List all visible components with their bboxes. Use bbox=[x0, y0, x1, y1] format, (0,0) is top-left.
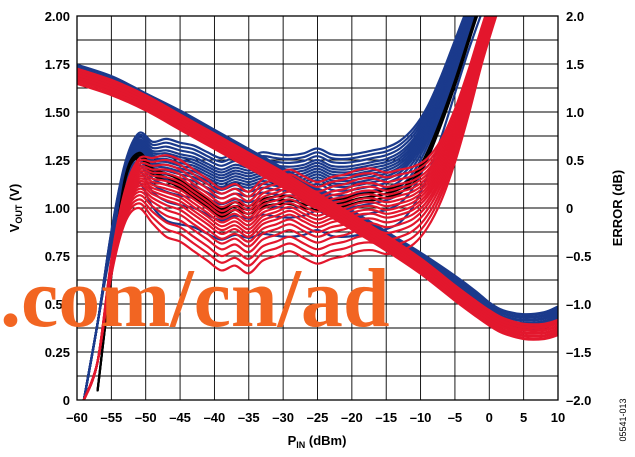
y-left-tick-label: 2.00 bbox=[45, 9, 70, 24]
x-tick-label: 5 bbox=[520, 410, 527, 425]
x-axis-title: PIN (dBm) bbox=[288, 433, 347, 450]
series-line-group_b-error bbox=[82, 16, 492, 400]
y-right-tick-label: –2.0 bbox=[566, 393, 591, 408]
y-left-tick-label: 0.75 bbox=[45, 249, 70, 264]
y-left-tick-label: 1.00 bbox=[45, 201, 70, 216]
y-axis-left-title-main: V bbox=[7, 223, 22, 232]
series-line-group_b-error bbox=[82, 16, 493, 400]
plot-frame bbox=[76, 15, 559, 401]
x-tick-label: –30 bbox=[272, 410, 294, 425]
series-line-group_b-error bbox=[82, 16, 496, 400]
series-line-group_b-error bbox=[82, 16, 491, 400]
y-axis-right-title: ERROR (dB) bbox=[610, 170, 625, 247]
series-line-group_b-transfer bbox=[77, 70, 558, 330]
series-line-group_b-error bbox=[82, 16, 493, 400]
y-left-tick-label: 1.75 bbox=[45, 57, 70, 72]
series-line-group_b-transfer bbox=[77, 78, 558, 338]
series-line-group_b-error bbox=[82, 16, 494, 400]
y-left-tick-label: 0.50 bbox=[45, 297, 70, 312]
y-axis-left-title-sub: OUT bbox=[14, 204, 24, 224]
series-line-group_b-transfer bbox=[77, 81, 558, 341]
x-tick-label: –15 bbox=[375, 410, 397, 425]
x-tick-label: –60 bbox=[66, 410, 88, 425]
y-left-tick-label: 0.25 bbox=[45, 345, 70, 360]
y-right-tick-label: 0 bbox=[566, 201, 573, 216]
x-tick-label: 0 bbox=[486, 410, 493, 425]
x-tick-label: –40 bbox=[204, 410, 226, 425]
series-line-group_a-error bbox=[82, 16, 467, 400]
figure-id: 05541-013 bbox=[618, 398, 628, 441]
watermark-text: .com/cn/ad bbox=[0, 252, 390, 345]
x-axis-title-main: P bbox=[288, 433, 297, 448]
series-line-group_b-transfer bbox=[77, 73, 558, 333]
y-right-tick-label: –0.5 bbox=[566, 249, 591, 264]
y-left-tick-label: 1.50 bbox=[45, 105, 70, 120]
x-tick-label: –45 bbox=[169, 410, 191, 425]
series-line-group_b-error bbox=[82, 16, 494, 400]
series-line-group_b-error bbox=[82, 16, 497, 400]
x-axis-title-rest: (dBm) bbox=[305, 433, 346, 448]
y-right-tick-label: –1.5 bbox=[566, 345, 591, 360]
y-right-tick-label: 2.0 bbox=[566, 9, 584, 24]
x-tick-label: –25 bbox=[307, 410, 329, 425]
y-axis-left-title: VOUT (V) bbox=[7, 184, 24, 233]
y-left-tick-label: 0 bbox=[63, 393, 70, 408]
y-left-tick-label: 1.25 bbox=[45, 153, 70, 168]
series-line-group_b-error bbox=[82, 16, 491, 400]
x-tick-label: –20 bbox=[341, 410, 363, 425]
x-tick-label: –35 bbox=[238, 410, 260, 425]
x-tick-label: –50 bbox=[135, 410, 157, 425]
series-line-group_b-error bbox=[82, 16, 498, 400]
series-line-group_b-error bbox=[82, 16, 492, 400]
x-tick-label: –55 bbox=[101, 410, 123, 425]
x-tick-label: 10 bbox=[551, 410, 565, 425]
series-line-group_b-transfer bbox=[77, 76, 558, 335]
series-line-group_a-error bbox=[82, 16, 466, 400]
x-axis-title-sub: IN bbox=[296, 440, 305, 450]
y-right-tick-label: 1.0 bbox=[566, 105, 584, 120]
series-line-group_b-error bbox=[82, 16, 495, 400]
y-axis-left-title-rest: (V) bbox=[7, 184, 22, 205]
x-tick-label: –10 bbox=[410, 410, 432, 425]
series-line-group_a-error bbox=[82, 16, 468, 400]
series-layer bbox=[77, 16, 558, 400]
y-right-tick-label: 1.5 bbox=[566, 57, 584, 72]
y-right-tick-label: 0.5 bbox=[566, 153, 584, 168]
series-line-group_b-transfer bbox=[77, 67, 558, 327]
y-right-tick-label: –1.0 bbox=[566, 297, 591, 312]
x-tick-label: –5 bbox=[448, 410, 462, 425]
series-line-group_a-transfer bbox=[77, 63, 558, 317]
tick-labels: –60 –55 –50 –45 –40 –35 –30 –25 –20 –15 –10 –5 0 5 100… bbox=[45, 9, 592, 425]
series-line-group_b-error bbox=[82, 16, 487, 400]
